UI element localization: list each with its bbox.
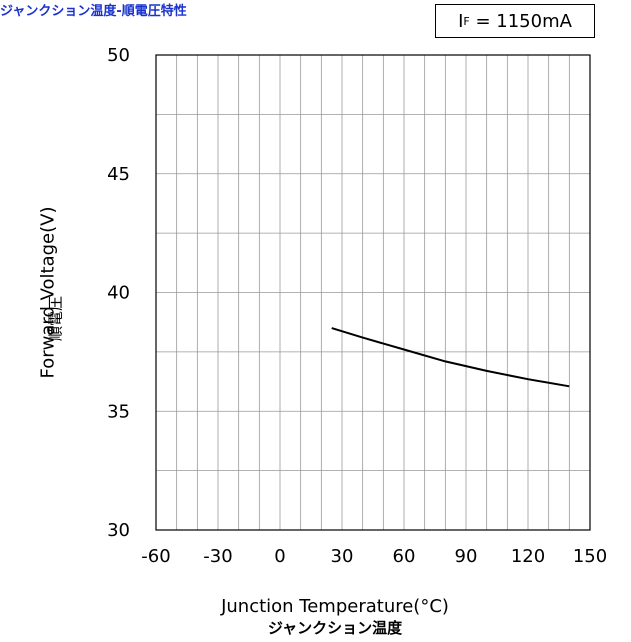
x-axis-label-group: Junction Temperature(°C) ジャンクション温度 <box>180 596 490 638</box>
plot-frame <box>155 54 591 531</box>
x-tick-label: 0 <box>274 546 285 567</box>
condition-value: = 1150mA <box>475 10 572 32</box>
x-axis-label: Junction Temperature(°C) <box>221 596 449 617</box>
y-tick-label: 35 <box>107 401 130 422</box>
y-tick-label: 40 <box>107 283 130 304</box>
y-tick-label: 30 <box>107 520 130 541</box>
x-tick-label: 90 <box>455 546 478 567</box>
y-tick-label: 45 <box>107 164 130 185</box>
x-tick-label: 30 <box>331 546 354 567</box>
x-axis-label-jp: ジャンクション温度 <box>267 619 403 637</box>
x-tick-label: 60 <box>393 546 416 567</box>
x-tick-label: 120 <box>511 546 545 567</box>
x-tick-label: 150 <box>573 546 607 567</box>
y-tick-label: 50 <box>107 45 130 66</box>
condition-symbol: I <box>458 10 464 32</box>
series-line <box>331 327 570 388</box>
condition-subscript: F <box>463 14 470 28</box>
chart-title: ジャンクション温度-順電圧特性 <box>0 4 187 19</box>
x-tick-label: -60 <box>141 546 170 567</box>
x-tick-label: -30 <box>203 546 232 567</box>
